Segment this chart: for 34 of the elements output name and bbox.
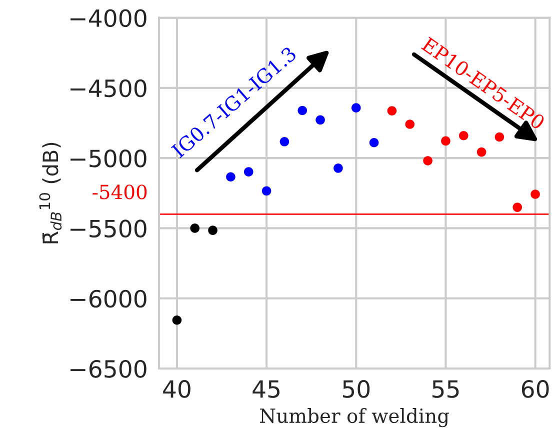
point bbox=[458, 130, 468, 140]
y-tick-label: −4000 bbox=[70, 9, 146, 28]
point bbox=[334, 164, 343, 173]
point bbox=[387, 106, 397, 116]
ref-line-label: -5400 bbox=[92, 184, 147, 200]
point bbox=[512, 202, 522, 212]
point bbox=[369, 138, 379, 148]
point bbox=[476, 147, 486, 157]
point bbox=[530, 190, 540, 199]
x-tick-label: 40 bbox=[163, 380, 190, 398]
x-tick-label: 45 bbox=[252, 380, 280, 398]
point bbox=[494, 132, 504, 142]
point bbox=[441, 136, 450, 146]
point bbox=[262, 186, 272, 196]
x-tick-label: 50 bbox=[342, 380, 370, 398]
point bbox=[244, 167, 254, 176]
point bbox=[351, 103, 361, 112]
x-tick-label: 60 bbox=[522, 380, 549, 398]
point bbox=[226, 172, 236, 182]
y-tick-label: −5000 bbox=[70, 150, 146, 168]
x-axis-title: Number of welding bbox=[260, 408, 450, 428]
point bbox=[316, 115, 325, 125]
point bbox=[208, 226, 218, 235]
point bbox=[298, 106, 308, 116]
point bbox=[423, 156, 432, 166]
y-axis-title: R̄$_{dB}$$^{10}$ (dB) bbox=[39, 142, 62, 244]
point bbox=[172, 315, 182, 325]
y-tick-label: −6000 bbox=[70, 290, 146, 308]
y-tick-label: −6500 bbox=[70, 360, 146, 378]
point bbox=[405, 120, 415, 129]
y-tick-label: −5500 bbox=[70, 220, 146, 238]
x-tick-label: 55 bbox=[432, 380, 459, 398]
point bbox=[190, 224, 200, 233]
y-tick-label: −4500 bbox=[70, 79, 146, 98]
